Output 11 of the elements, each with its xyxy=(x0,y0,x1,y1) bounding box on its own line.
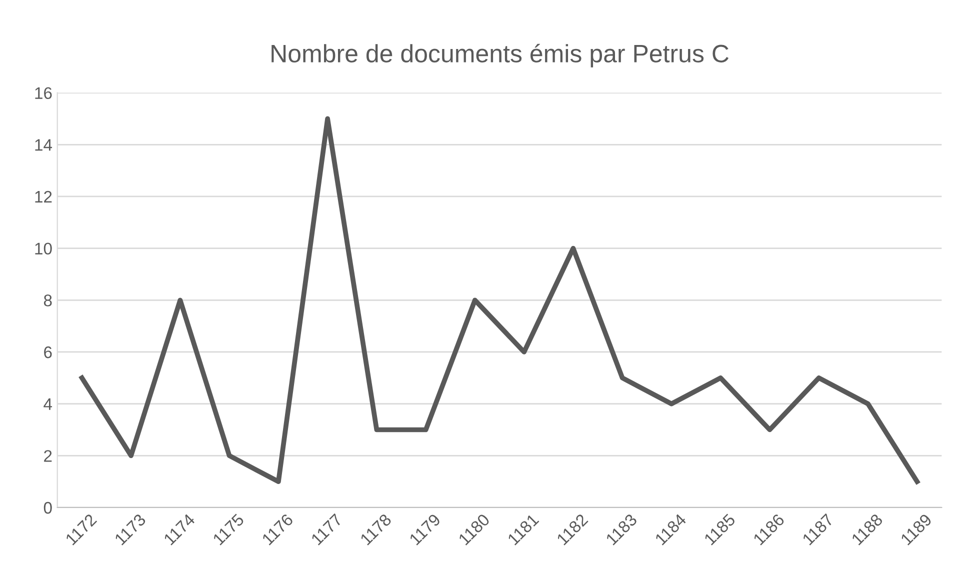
y-tick-label: 6 xyxy=(44,346,52,358)
y-tick-label: 16 xyxy=(35,87,52,100)
chart-title: Nombre de documents émis par Petrus C xyxy=(272,44,729,68)
y-tick-label: 12 xyxy=(35,190,52,203)
y-tick-label: 2 xyxy=(44,450,52,462)
y-tick-label: 8 xyxy=(44,294,52,306)
y-tick-label: 4 xyxy=(44,398,52,410)
y-tick-label: 10 xyxy=(35,242,52,255)
line-series xyxy=(79,116,920,484)
y-tick-label: 14 xyxy=(35,139,52,151)
y-tick-label: 0 xyxy=(44,502,52,514)
